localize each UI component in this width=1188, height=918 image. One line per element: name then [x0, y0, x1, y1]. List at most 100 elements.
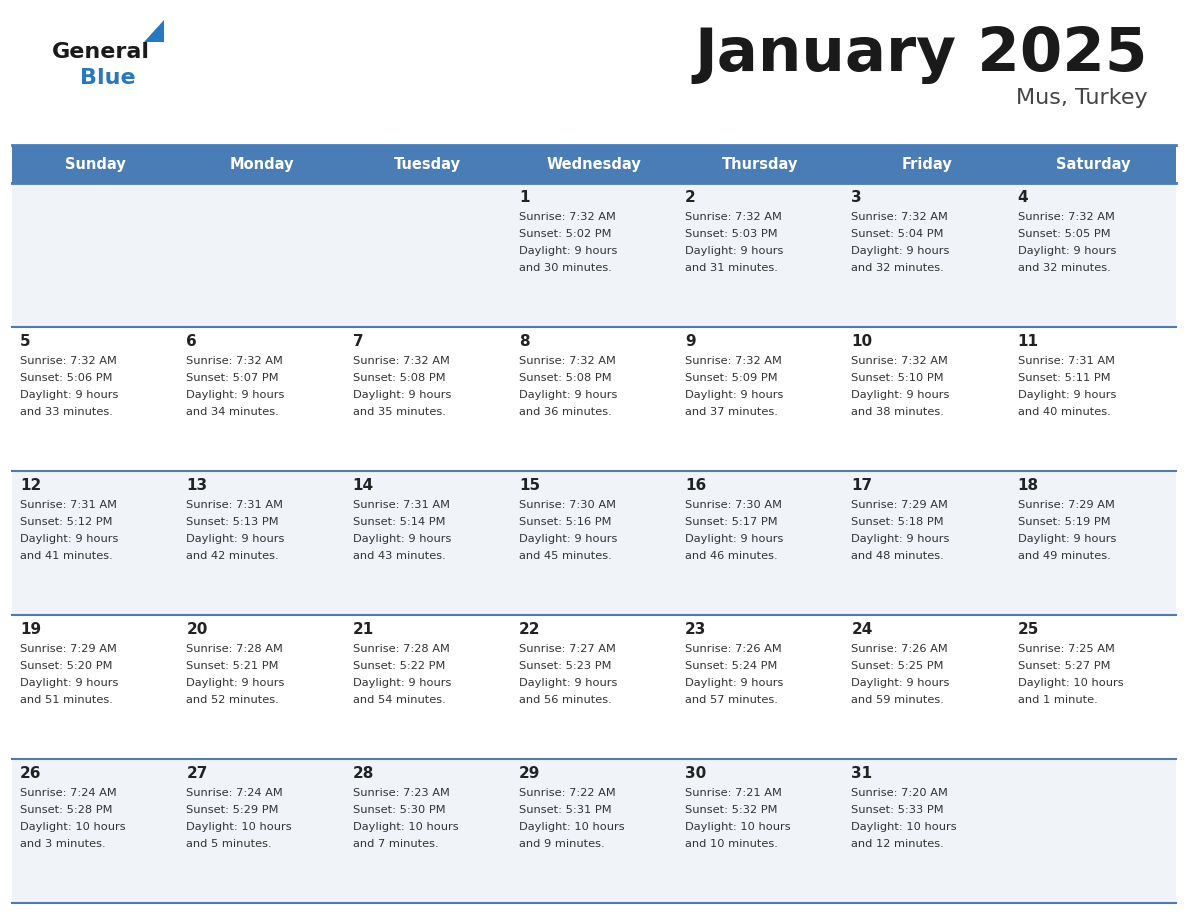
Text: 31: 31: [852, 766, 872, 781]
Bar: [677, 183, 843, 327]
Text: 30: 30: [685, 766, 707, 781]
Text: and 54 minutes.: and 54 minutes.: [353, 695, 446, 705]
Polygon shape: [144, 20, 164, 42]
Text: and 41 minutes.: and 41 minutes.: [20, 551, 113, 561]
Text: Daylight: 9 hours: Daylight: 9 hours: [20, 678, 119, 688]
Text: Daylight: 10 hours: Daylight: 10 hours: [20, 822, 126, 832]
Text: 20: 20: [187, 622, 208, 637]
Text: 28: 28: [353, 766, 374, 781]
Text: Sunset: 5:11 PM: Sunset: 5:11 PM: [1018, 373, 1111, 383]
Text: Sunset: 5:17 PM: Sunset: 5:17 PM: [685, 517, 778, 527]
Text: Sunset: 5:29 PM: Sunset: 5:29 PM: [187, 805, 279, 815]
Text: Daylight: 10 hours: Daylight: 10 hours: [852, 822, 958, 832]
Text: and 34 minutes.: and 34 minutes.: [187, 407, 279, 417]
Text: Sunrise: 7:32 AM: Sunrise: 7:32 AM: [1018, 212, 1114, 222]
Text: Sunrise: 7:32 AM: Sunrise: 7:32 AM: [20, 356, 116, 366]
Text: 26: 26: [20, 766, 42, 781]
Text: Daylight: 9 hours: Daylight: 9 hours: [187, 390, 285, 400]
Text: 23: 23: [685, 622, 707, 637]
Text: 13: 13: [187, 478, 208, 493]
Text: and 33 minutes.: and 33 minutes.: [20, 407, 113, 417]
Text: and 59 minutes.: and 59 minutes.: [852, 695, 944, 705]
Text: Daylight: 9 hours: Daylight: 9 hours: [519, 390, 618, 400]
Text: and 32 minutes.: and 32 minutes.: [852, 263, 944, 273]
Bar: [843, 759, 1010, 903]
Bar: [345, 471, 511, 615]
Text: January 2025: January 2025: [695, 25, 1148, 84]
Text: Friday: Friday: [902, 156, 952, 172]
Text: 18: 18: [1018, 478, 1038, 493]
Text: 14: 14: [353, 478, 374, 493]
Text: Sunset: 5:32 PM: Sunset: 5:32 PM: [685, 805, 778, 815]
Text: Sunrise: 7:24 AM: Sunrise: 7:24 AM: [187, 788, 283, 798]
Bar: [511, 759, 677, 903]
Text: 22: 22: [519, 622, 541, 637]
Bar: [178, 471, 345, 615]
Bar: [1010, 183, 1176, 327]
Text: and 38 minutes.: and 38 minutes.: [852, 407, 944, 417]
Text: Sunrise: 7:29 AM: Sunrise: 7:29 AM: [852, 500, 948, 510]
Text: 8: 8: [519, 334, 530, 349]
Text: Daylight: 9 hours: Daylight: 9 hours: [353, 390, 451, 400]
Text: Sunset: 5:25 PM: Sunset: 5:25 PM: [852, 661, 944, 671]
Text: Monday: Monday: [229, 156, 293, 172]
Text: Tuesday: Tuesday: [394, 156, 461, 172]
Text: and 37 minutes.: and 37 minutes.: [685, 407, 778, 417]
Bar: [1010, 471, 1176, 615]
Text: and 49 minutes.: and 49 minutes.: [1018, 551, 1111, 561]
Text: Daylight: 9 hours: Daylight: 9 hours: [1018, 534, 1116, 544]
Text: 7: 7: [353, 334, 364, 349]
Text: and 48 minutes.: and 48 minutes.: [852, 551, 944, 561]
Text: Daylight: 9 hours: Daylight: 9 hours: [685, 246, 784, 256]
Text: Sunset: 5:07 PM: Sunset: 5:07 PM: [187, 373, 279, 383]
Text: Sunset: 5:03 PM: Sunset: 5:03 PM: [685, 229, 778, 239]
Text: Sunset: 5:24 PM: Sunset: 5:24 PM: [685, 661, 777, 671]
Text: Sunset: 5:14 PM: Sunset: 5:14 PM: [353, 517, 446, 527]
Text: Sunset: 5:16 PM: Sunset: 5:16 PM: [519, 517, 612, 527]
Text: and 35 minutes.: and 35 minutes.: [353, 407, 446, 417]
Text: Sunrise: 7:29 AM: Sunrise: 7:29 AM: [20, 644, 116, 654]
Text: Sunset: 5:23 PM: Sunset: 5:23 PM: [519, 661, 612, 671]
Text: and 10 minutes.: and 10 minutes.: [685, 839, 778, 849]
Bar: [1010, 615, 1176, 759]
Text: Daylight: 10 hours: Daylight: 10 hours: [353, 822, 459, 832]
Bar: [12, 145, 178, 183]
Text: 12: 12: [20, 478, 42, 493]
Text: Daylight: 9 hours: Daylight: 9 hours: [353, 534, 451, 544]
Text: Daylight: 9 hours: Daylight: 9 hours: [1018, 246, 1116, 256]
Bar: [1010, 759, 1176, 903]
Text: Daylight: 9 hours: Daylight: 9 hours: [685, 390, 784, 400]
Bar: [178, 145, 345, 183]
Bar: [511, 327, 677, 471]
Bar: [178, 615, 345, 759]
Text: Sunset: 5:30 PM: Sunset: 5:30 PM: [353, 805, 446, 815]
Bar: [178, 183, 345, 327]
Text: Thursday: Thursday: [722, 156, 798, 172]
Text: 19: 19: [20, 622, 42, 637]
Text: and 57 minutes.: and 57 minutes.: [685, 695, 778, 705]
Bar: [843, 183, 1010, 327]
Text: Sunrise: 7:20 AM: Sunrise: 7:20 AM: [852, 788, 948, 798]
Text: Sunrise: 7:30 AM: Sunrise: 7:30 AM: [685, 500, 782, 510]
Text: Wednesday: Wednesday: [546, 156, 642, 172]
Text: Sunrise: 7:25 AM: Sunrise: 7:25 AM: [1018, 644, 1114, 654]
Text: Daylight: 9 hours: Daylight: 9 hours: [187, 534, 285, 544]
Text: and 32 minutes.: and 32 minutes.: [1018, 263, 1111, 273]
Text: Sunrise: 7:32 AM: Sunrise: 7:32 AM: [187, 356, 283, 366]
Text: and 56 minutes.: and 56 minutes.: [519, 695, 612, 705]
Bar: [677, 759, 843, 903]
Text: Sunrise: 7:23 AM: Sunrise: 7:23 AM: [353, 788, 449, 798]
Text: 1: 1: [519, 190, 530, 205]
Text: Sunset: 5:33 PM: Sunset: 5:33 PM: [852, 805, 944, 815]
Bar: [12, 759, 178, 903]
Text: Sunrise: 7:28 AM: Sunrise: 7:28 AM: [187, 644, 283, 654]
Text: and 45 minutes.: and 45 minutes.: [519, 551, 612, 561]
Bar: [1010, 327, 1176, 471]
Bar: [843, 145, 1010, 183]
Text: and 3 minutes.: and 3 minutes.: [20, 839, 106, 849]
Text: Sunrise: 7:24 AM: Sunrise: 7:24 AM: [20, 788, 116, 798]
Text: Daylight: 9 hours: Daylight: 9 hours: [519, 246, 618, 256]
Text: Daylight: 9 hours: Daylight: 9 hours: [852, 678, 949, 688]
Bar: [843, 471, 1010, 615]
Text: Sunset: 5:18 PM: Sunset: 5:18 PM: [852, 517, 944, 527]
